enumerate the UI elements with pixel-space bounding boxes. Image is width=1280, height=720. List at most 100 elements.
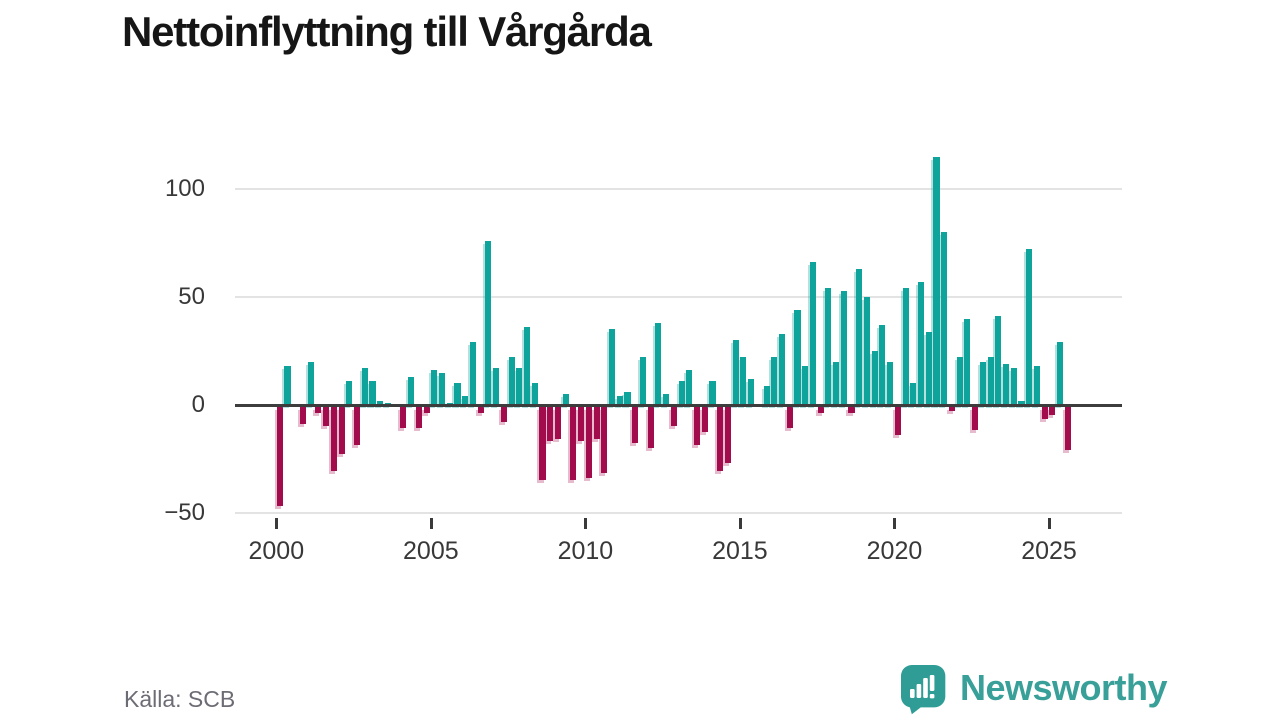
- bar-2014-Q4: [732, 340, 739, 405]
- bar-2009-Q1: [554, 406, 561, 439]
- bar-2010-Q1: [585, 406, 592, 478]
- source-note: Källa: SCB: [124, 686, 236, 712]
- bar-2015-Q2: [748, 379, 755, 405]
- x-axis-label-2005: 2005: [403, 537, 459, 565]
- bar-2000-Q1: [276, 406, 283, 506]
- bar-2010-Q3: [601, 406, 608, 474]
- bar-2018-Q3: [848, 406, 855, 413]
- bar-2014-Q3: [724, 406, 731, 463]
- bar-2010-Q4: [608, 329, 616, 405]
- x-axis-label-2020: 2020: [866, 537, 923, 565]
- bar-2011-Q3: [632, 406, 639, 444]
- bar-2012-Q3: [663, 394, 670, 405]
- bar-2023-Q4: [1010, 368, 1017, 405]
- y-axis-label-0: 0: [191, 391, 205, 418]
- bar-2016-Q1: [771, 357, 778, 405]
- bar-2022-Q2: [964, 318, 971, 405]
- bar-2008-Q1: [523, 327, 531, 405]
- bar-2024-Q1: [1018, 400, 1025, 405]
- bar-2021-Q3: [941, 232, 948, 405]
- bar-2007-Q4: [516, 368, 523, 405]
- bar-2022-Q3: [972, 406, 979, 431]
- bar-2015-Q1: [740, 357, 747, 405]
- bar-2003-Q2: [377, 400, 384, 405]
- bar-2012-Q1: [647, 406, 654, 448]
- page-title: Nettoinflyttning till Vårgårda: [122, 8, 652, 55]
- newsworthy-chart-bubble-icon: [901, 665, 946, 715]
- bar-2002-Q4: [361, 368, 368, 405]
- y-axis-label-100: 100: [164, 175, 205, 202]
- bar-2004-Q1: [400, 406, 407, 429]
- bar-2019-Q2: [871, 351, 878, 405]
- bar-2012-Q2: [655, 322, 662, 405]
- bar-2008-Q4: [547, 406, 554, 442]
- bar-2017-Q3: [817, 406, 824, 413]
- bar-2013-Q4: [701, 406, 708, 433]
- newsworthy-logo: Newsworthy: [901, 665, 1168, 715]
- bar-2002-Q1: [338, 406, 345, 455]
- bar-2017-Q2: [809, 262, 816, 405]
- bar-2012-Q4: [670, 406, 677, 426]
- bar-2025-Q1: [1049, 406, 1056, 416]
- bar-2004-Q3: [415, 406, 422, 429]
- bar-2023-Q2: [995, 316, 1002, 405]
- bar-2005-Q4: [454, 383, 461, 405]
- bar-2003-Q1: [369, 381, 376, 405]
- bar-2024-Q4: [1041, 406, 1048, 420]
- x-axis-label-2010: 2010: [557, 537, 614, 565]
- bar-2008-Q3: [539, 406, 546, 480]
- bar-2018-Q2: [840, 290, 847, 405]
- bar-2001-Q1: [307, 361, 314, 405]
- bar-2002-Q3: [353, 406, 361, 446]
- bar-2008-Q2: [531, 383, 538, 405]
- bar-2000-Q2: [284, 366, 291, 405]
- bar-2023-Q3: [1003, 363, 1010, 405]
- x-axis-label-2000: 2000: [248, 537, 305, 565]
- bar-2020-Q3: [910, 383, 917, 405]
- bar-2014-Q1: [709, 381, 716, 405]
- bar-2005-Q2: [438, 372, 446, 405]
- x-axis-label-2025: 2025: [1021, 537, 1077, 565]
- bar-2020-Q1: [894, 406, 901, 435]
- bar-2017-Q1: [802, 366, 809, 405]
- bar-2006-Q4: [485, 240, 492, 405]
- x-axis-tick-2010: [584, 518, 588, 529]
- bar-2016-Q4: [794, 309, 801, 405]
- bar-2004-Q2: [408, 376, 415, 405]
- bar-2011-Q2: [624, 392, 631, 405]
- bar-2017-Q4: [825, 288, 832, 405]
- bar-2013-Q1: [678, 381, 685, 405]
- bar-2001-Q3: [323, 406, 330, 426]
- bar-2010-Q2: [593, 406, 600, 439]
- bar-2009-Q4: [578, 406, 585, 442]
- gridline-y-100: [235, 188, 1122, 190]
- bar-2000-Q4: [299, 406, 306, 424]
- bar-2013-Q2: [686, 370, 693, 405]
- bar-2011-Q4: [639, 357, 646, 405]
- bar-2005-Q1: [431, 370, 438, 405]
- bar-2009-Q3: [570, 406, 577, 480]
- bar-2022-Q1: [956, 357, 963, 405]
- bar-2019-Q3: [879, 325, 886, 405]
- bar-2015-Q4: [763, 385, 770, 405]
- bar-2022-Q4: [979, 361, 986, 405]
- bar-2024-Q3: [1033, 366, 1041, 405]
- bar-2009-Q2: [562, 394, 569, 405]
- y-axis-label-50: 50: [178, 283, 205, 310]
- bar-2001-Q2: [315, 406, 322, 413]
- bar-2020-Q2: [902, 288, 909, 405]
- bar-2018-Q1: [833, 361, 840, 405]
- bar-2019-Q1: [863, 297, 871, 405]
- bar-2021-Q1: [925, 331, 932, 405]
- bar-2024-Q2: [1026, 249, 1033, 405]
- gridline-y-50: [235, 296, 1122, 298]
- x-axis-tick-2005: [429, 518, 433, 529]
- bar-2014-Q2: [717, 406, 724, 472]
- x-axis-tick-2020: [893, 518, 897, 529]
- bar-2025-Q2: [1057, 342, 1064, 405]
- bar-2016-Q2: [778, 333, 786, 405]
- newsworthy-wordmark: Newsworthy: [960, 667, 1168, 708]
- x-axis-label-2015: 2015: [712, 537, 768, 565]
